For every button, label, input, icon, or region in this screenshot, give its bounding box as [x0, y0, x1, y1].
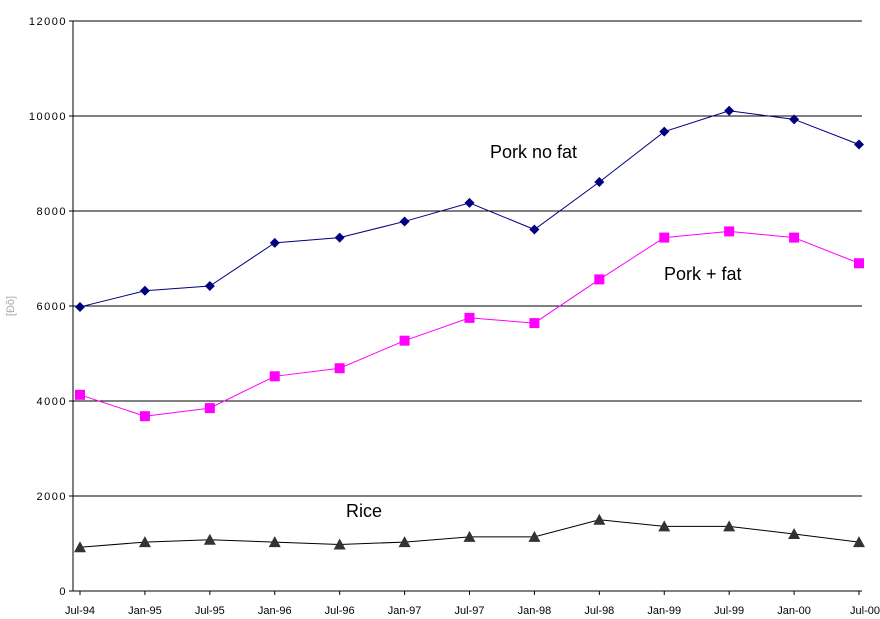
series-label: Pork + fat [664, 264, 742, 284]
x-tick-label: Jul-97 [455, 605, 485, 617]
data-point [399, 216, 410, 227]
series-label: Pork no fat [490, 142, 577, 162]
y-tick-label: 8000 [37, 206, 67, 218]
y-tick-label: 12000 [29, 16, 67, 28]
data-point [594, 177, 605, 188]
data-point [204, 403, 215, 414]
data-point [529, 224, 540, 235]
y-tick-label: 6000 [37, 301, 67, 313]
y-axis-label: [Đồ] [5, 296, 17, 316]
data-point [529, 318, 540, 329]
data-point [464, 197, 475, 208]
x-tick-label: Jul-98 [584, 605, 614, 617]
data-point [723, 520, 736, 532]
data-point [269, 237, 280, 248]
labels: 0 2000 4000 6000 8000 10000 12000 Jul-94 Jan-95 J… [5, 16, 880, 617]
x-tick-label: Jan-97 [388, 605, 422, 617]
x-tick-label: Jan-99 [647, 605, 681, 617]
data-point [789, 114, 800, 125]
series-line-0 [79, 110, 860, 308]
data-point [528, 530, 541, 542]
data-point [138, 536, 151, 548]
x-tick-label: Jan-96 [258, 605, 292, 617]
data-point [269, 371, 280, 382]
data-point [334, 363, 345, 374]
series-line-1 [79, 230, 860, 417]
x-tick-label: Jul-94 [65, 605, 95, 617]
y-tick-label: 2000 [37, 491, 67, 503]
data-point [74, 541, 86, 553]
x-tick-label: Jul-00 [850, 605, 880, 617]
data-point [789, 232, 800, 243]
data-point [139, 411, 150, 422]
data-point [594, 274, 605, 285]
x-tick-label: Jan-00 [777, 605, 811, 617]
data-point [854, 139, 864, 150]
data-point [75, 389, 85, 400]
axes [69, 20, 862, 595]
x-tick-label: Jul-96 [325, 605, 355, 617]
data-point [854, 258, 864, 269]
y-tick-label: 0 [59, 586, 67, 598]
data-point [659, 126, 670, 137]
x-tick-label: Jan-95 [128, 605, 162, 617]
data-point [658, 520, 671, 532]
series-markers [74, 105, 865, 553]
data-point [463, 530, 476, 542]
y-tick-label: 10000 [29, 111, 67, 123]
data-point [268, 536, 281, 548]
data-point [853, 536, 865, 548]
data-point [139, 285, 150, 296]
data-point [464, 312, 475, 323]
y-tick-label: 4000 [37, 396, 67, 408]
data-point [75, 301, 85, 312]
data-point [788, 528, 801, 539]
series-lines [79, 110, 860, 548]
data-point [333, 538, 346, 550]
data-point [724, 226, 735, 237]
data-point [204, 281, 215, 292]
x-tick-label: Jan-98 [518, 605, 552, 617]
gridlines [73, 20, 862, 497]
x-tick-label: Jul-95 [195, 605, 225, 617]
data-point [593, 513, 606, 525]
data-point [334, 232, 345, 243]
data-point [724, 105, 735, 116]
data-point [399, 335, 410, 346]
data-point [203, 533, 216, 545]
x-tick-label: Jul-99 [714, 605, 744, 617]
series-label: Rice [346, 501, 382, 521]
data-point [659, 232, 670, 243]
data-point [398, 536, 411, 548]
